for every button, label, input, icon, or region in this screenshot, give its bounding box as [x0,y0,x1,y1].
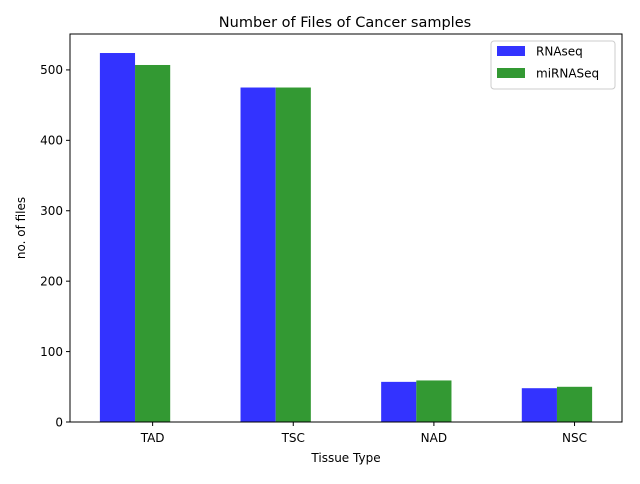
x-tick-label: TSC [281,431,305,445]
chart-title: Number of Files of Cancer samples [219,15,471,31]
bar-mirnaseq-nsc [556,386,593,422]
legend-label-mirnaseq: miRNASeq [536,67,599,81]
y-tick-label: 0 [55,415,63,429]
x-tick-label: TAD [140,431,165,445]
legend-label-rnaseq: RNAseq [536,45,583,59]
y-tick-label: 100 [40,345,63,359]
legend-swatch-mirnaseq [497,68,525,78]
legend: RNAseq miRNASeq [490,40,616,90]
legend-swatch-rnaseq [497,46,525,56]
bar-mirnaseq-nad [416,380,452,422]
plot-frame [69,33,623,423]
x-axis-label: Tissue Type [310,451,380,465]
x-axis-ticks: TAD TSC NAD NSC [140,422,587,445]
bars-group [99,53,593,423]
x-tick-label: NAD [421,431,447,445]
bar-rnaseq-nad [381,381,417,422]
bar-mirnaseq-tsc [275,87,311,422]
bar-rnaseq-tsc [240,87,276,422]
y-tick-label: 500 [40,63,63,77]
bar-rnaseq-tad [99,53,136,423]
x-tick-label: NSC [562,431,587,445]
bar-mirnaseq-tad [135,64,171,422]
y-tick-label: 400 [40,134,63,148]
y-axis-ticks: 0 100 200 300 400 500 [40,63,70,429]
bar-rnaseq-nsc [521,388,557,422]
y-tick-label: 300 [40,204,63,218]
y-axis-label: no. of files [14,197,28,259]
y-tick-label: 200 [40,274,63,288]
